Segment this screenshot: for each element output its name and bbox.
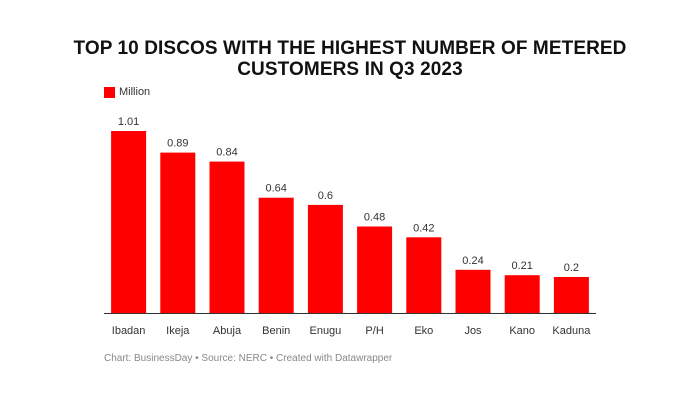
bar-kano: [504, 275, 540, 313]
category-label: Enugu: [309, 325, 341, 337]
bar-p-h: [357, 226, 393, 313]
value-label: 1.01: [118, 116, 139, 128]
bar-benin: [258, 197, 294, 313]
legend-swatch: [104, 86, 115, 98]
value-label: 0.24: [462, 255, 483, 267]
category-label: Ibadan: [112, 325, 146, 337]
bar-ikeja: [160, 152, 196, 313]
legend: Million: [104, 86, 150, 98]
category-label: Abuja: [213, 325, 242, 337]
chart-title: TOP 10 DISCOS WITH THE HIGHEST NUMBER OF…: [0, 38, 700, 80]
chart-title-line-2: CUSTOMERS IN Q3 2023: [237, 59, 463, 80]
bar-jos: [455, 269, 491, 313]
value-label: 0.42: [413, 222, 434, 234]
value-label: 0.89: [167, 138, 188, 150]
source-note: Chart: BusinessDay • Source: NERC • Crea…: [104, 353, 393, 364]
bar-eko: [406, 237, 442, 313]
bar-ibadan: [111, 131, 147, 313]
value-label: 0.21: [511, 260, 532, 272]
category-label: Benin: [262, 325, 290, 337]
bar-abuja: [209, 161, 245, 313]
category-label: Eko: [414, 325, 433, 337]
legend-label: Million: [119, 86, 151, 98]
category-label: Jos: [464, 325, 482, 337]
bar-kaduna: [553, 277, 589, 313]
value-label: 0.48: [364, 212, 385, 224]
category-label: Ikeja: [166, 325, 190, 337]
bar-enugu: [307, 204, 343, 313]
value-label: 0.64: [265, 183, 286, 195]
chart-title-line-1: TOP 10 DISCOS WITH THE HIGHEST NUMBER OF…: [73, 38, 627, 59]
category-label: Kano: [509, 325, 535, 337]
value-label: 0.2: [564, 262, 579, 274]
category-label: Kaduna: [552, 325, 591, 337]
value-label: 0.6: [318, 190, 333, 202]
value-label: 0.84: [216, 147, 237, 159]
category-label: P/H: [365, 325, 383, 337]
